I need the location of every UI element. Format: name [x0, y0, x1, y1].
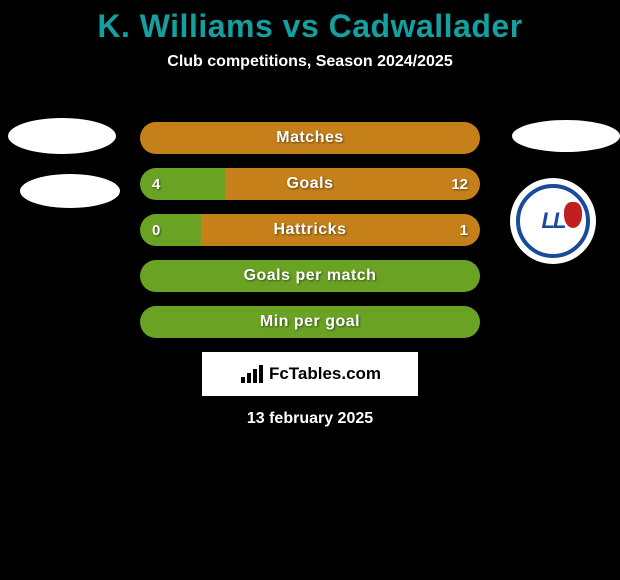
- stat-bar: Hattricks0 1: [140, 214, 480, 246]
- right-avatar-placeholder: [512, 120, 620, 152]
- bar-label: Hattricks: [140, 214, 480, 246]
- stat-bar: Goals4 12: [140, 168, 480, 200]
- bar-value-right: 1: [460, 214, 468, 246]
- page-title: K. Williams vs Cadwallader: [0, 0, 620, 45]
- date-text: 13 february 2025: [0, 410, 620, 428]
- stat-bar: Goals per match: [140, 260, 480, 292]
- comparison-bars: Matches Goals4 12 Hattricks0 1 Goals per matc…: [140, 122, 480, 352]
- bar-label: Min per goal: [140, 306, 480, 338]
- stat-bar: Matches: [140, 122, 480, 154]
- stat-bar: Min per goal: [140, 306, 480, 338]
- brand-icon: [239, 363, 265, 385]
- brand-badge: FcTables.com: [202, 352, 418, 396]
- blob-shape: [512, 120, 620, 152]
- bar-value-left: 0: [152, 214, 160, 246]
- title-text: K. Williams vs Cadwallader: [97, 8, 522, 44]
- brand-text: FcTables.com: [269, 364, 381, 384]
- crest-text: LL: [542, 208, 565, 234]
- bar-label: Goals: [140, 168, 480, 200]
- blob-shape: [20, 174, 120, 208]
- bar-value-right: 12: [451, 168, 468, 200]
- crest-accent: [564, 202, 582, 228]
- subtitle: Club competitions, Season 2024/2025: [0, 53, 620, 71]
- bar-label: Matches: [140, 122, 480, 154]
- bar-label: Goals per match: [140, 260, 480, 292]
- crest-ring: LL: [516, 184, 590, 258]
- left-avatar-placeholder: [0, 118, 120, 208]
- blob-shape: [8, 118, 116, 154]
- bar-value-left: 4: [152, 168, 160, 200]
- club-crest: LL: [510, 178, 596, 264]
